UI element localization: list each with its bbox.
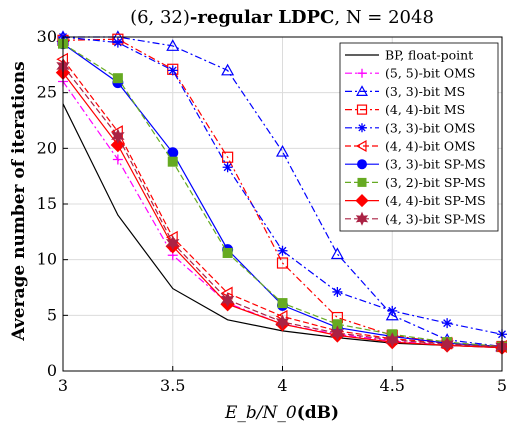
data-point (355, 194, 369, 208)
data-point (355, 211, 369, 226)
data-point (166, 39, 180, 51)
data-point (357, 159, 367, 170)
chart-title: (6, 32)-regular LDPC, N = 2048 (130, 7, 434, 28)
data-point (222, 162, 233, 173)
y-axis-label: Average number of iterations (9, 61, 29, 341)
x-tick-label: 3 (58, 376, 68, 395)
series-10 (56, 58, 507, 355)
chart-title-tail: , N = 2048 (334, 7, 434, 28)
legend-item: (5, 5)-bit OMS (345, 66, 475, 81)
x-tick-label: 4.5 (380, 376, 405, 395)
data-point (357, 68, 367, 78)
data-point (167, 65, 178, 76)
data-point (166, 235, 180, 251)
x-tick-label: 5 (497, 376, 507, 395)
data-point (330, 325, 345, 341)
y-tick-label: 25 (37, 83, 57, 102)
data-point (275, 314, 290, 330)
legend-label: BP, float-point (385, 48, 473, 63)
legend-label: (3, 3)-bit MS (385, 84, 465, 99)
series-layer (55, 30, 507, 355)
data-point (357, 177, 367, 187)
legend-label: (4, 4)-bit OMS (385, 139, 475, 154)
data-point (112, 37, 123, 48)
legend-item: (4, 4)-bit SP-MS (345, 193, 486, 208)
data-point (357, 123, 367, 133)
data-point (112, 154, 123, 165)
legend: BP, float-point (5, 5)-bit OMS (3, 3)-bit … (339, 42, 499, 232)
data-point (442, 318, 453, 329)
legend-item: (4, 4)-bit OMS (345, 139, 475, 154)
x-tick-label: 4 (277, 376, 287, 395)
data-point (276, 257, 289, 269)
data-point (332, 319, 343, 330)
series-line (62, 36, 503, 335)
legend-item: (3, 3)-bit MS (345, 84, 465, 99)
legend-label: (3, 3)-bit OMS (385, 120, 475, 135)
y-tick-label: 10 (37, 250, 57, 269)
legend-item: (3, 3)-bit SP-MS (345, 157, 486, 172)
legend-item: (4, 3)-bit SP-MS (345, 211, 486, 226)
data-point (387, 305, 398, 316)
x-tick-label: 3.5 (160, 376, 185, 395)
data-point (112, 73, 123, 84)
y-tick-label: 0 (47, 361, 57, 380)
data-point (277, 298, 288, 309)
x-axis-label: E_b/N_0(dB) (224, 403, 339, 423)
legend-label: (4, 4)-bit MS (385, 102, 465, 117)
legend-item: BP, float-point (345, 48, 473, 63)
chart-title-params: (6, 32) (130, 7, 190, 28)
data-point (111, 128, 125, 144)
data-point (220, 291, 235, 308)
legend-label: (4, 3)-bit SP-MS (385, 211, 486, 226)
y-tick-label: 5 (47, 305, 57, 324)
y-tick-label: 30 (37, 27, 57, 46)
data-point (330, 247, 344, 260)
data-point (355, 140, 367, 152)
data-point (167, 156, 178, 167)
data-point (356, 85, 368, 96)
data-point (277, 245, 288, 256)
chart-title-bold: -regular LDPC (190, 7, 334, 28)
x-axis-label-main: E_b/N_0 (224, 403, 297, 423)
legend-label: (3, 2)-bit SP-MS (385, 175, 486, 190)
legend-label: (5, 5)-bit OMS (385, 66, 475, 81)
y-tick-label: 15 (37, 194, 57, 213)
data-point (332, 286, 343, 297)
legend-item: (3, 2)-bit SP-MS (345, 175, 486, 190)
axis-ticks: 3 3.5 4 4.5 5 0 5 10 15 20 25 30 (37, 27, 507, 395)
data-point (440, 336, 454, 353)
legend-label: (4, 4)-bit SP-MS (385, 193, 486, 208)
data-point (275, 144, 290, 157)
data-point (222, 151, 234, 163)
data-point (222, 247, 233, 258)
y-tick-label: 20 (37, 138, 57, 157)
legend-item: (3, 3)-bit OMS (345, 120, 475, 135)
data-point (385, 332, 399, 348)
legend-item: (4, 4)-bit MS (345, 102, 465, 117)
legend-label: (3, 3)-bit SP-MS (385, 157, 486, 172)
data-point (385, 308, 399, 321)
x-axis-label-unit: (dB) (297, 403, 339, 423)
data-point (356, 104, 368, 115)
data-point (221, 63, 235, 76)
